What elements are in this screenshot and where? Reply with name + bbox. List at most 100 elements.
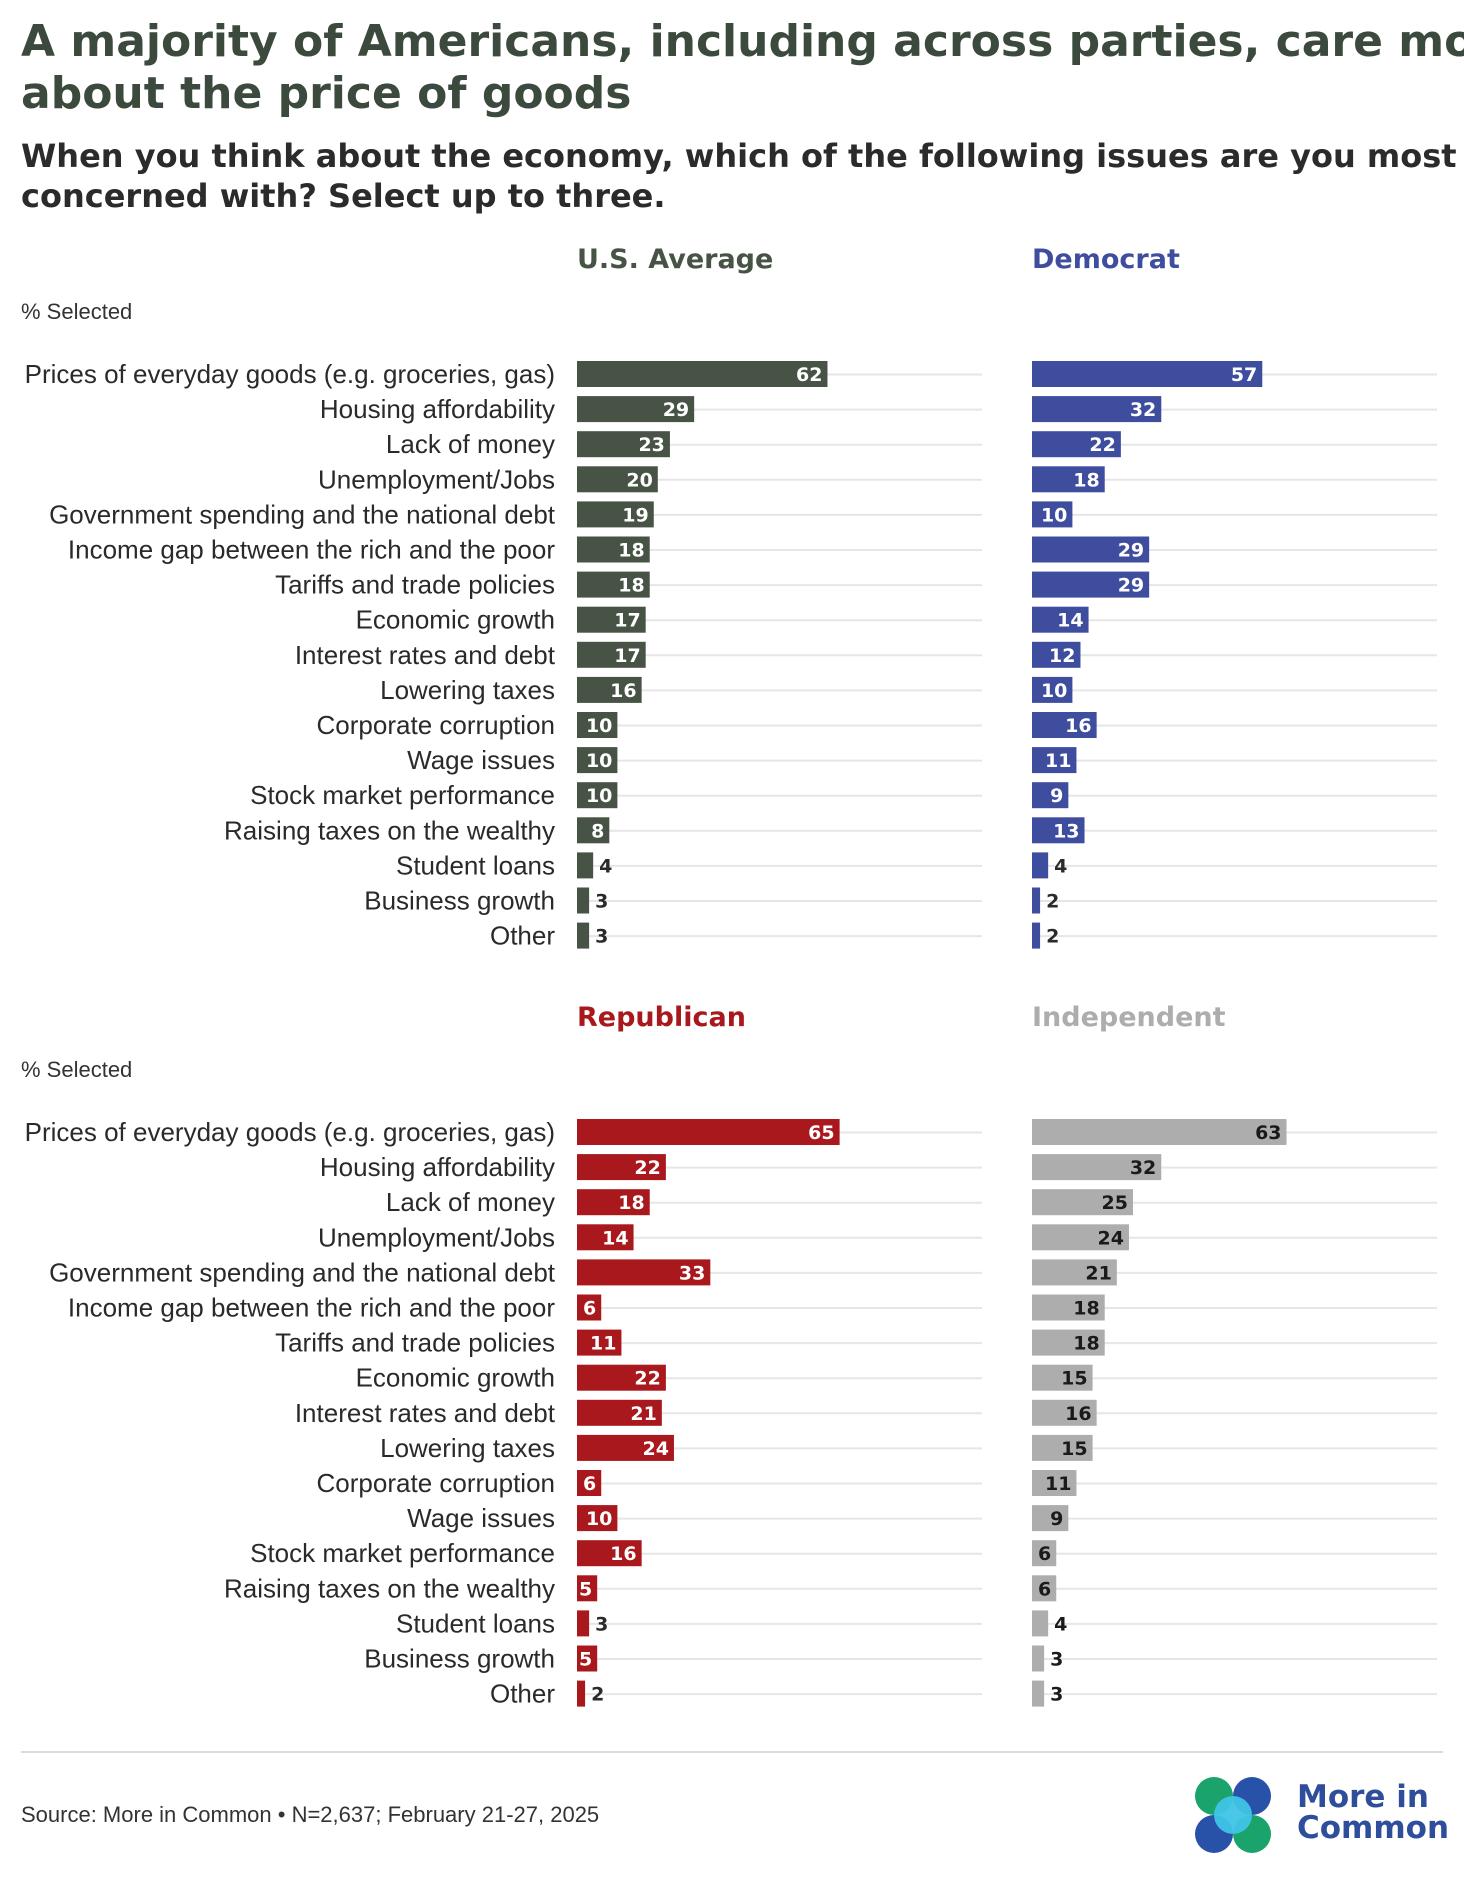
bar-democrat bbox=[1032, 676, 1073, 703]
bar-u-s-average bbox=[577, 887, 590, 914]
chart-title-line2: about the price of goods bbox=[21, 68, 631, 119]
bar-independent bbox=[1032, 1154, 1162, 1181]
category-label: Wage issues bbox=[407, 1503, 555, 1533]
value-label-u-s-average: 3 bbox=[595, 891, 608, 913]
bar-democrat bbox=[1032, 782, 1069, 809]
value-label-u-s-average: 18 bbox=[618, 540, 644, 562]
value-label-democrat: 10 bbox=[1041, 504, 1067, 526]
bar-independent bbox=[1032, 1610, 1049, 1637]
bar-democrat bbox=[1032, 606, 1089, 633]
value-label-u-s-average: 16 bbox=[610, 680, 636, 702]
bar-u-s-average bbox=[577, 536, 650, 563]
value-label-u-s-average: 29 bbox=[663, 399, 689, 421]
bar-u-s-average bbox=[577, 396, 695, 423]
category-label: Other bbox=[490, 921, 555, 951]
bar-independent bbox=[1032, 1119, 1287, 1145]
bar-u-s-average bbox=[577, 712, 618, 738]
value-label-republican: 11 bbox=[590, 1333, 616, 1355]
value-label-u-s-average: 8 bbox=[591, 820, 604, 842]
value-label-republican: 33 bbox=[679, 1262, 705, 1284]
bar-democrat bbox=[1032, 396, 1162, 423]
panel-u-s-average: U.S. Average % Selected Prices of everyday… bbox=[21, 244, 982, 951]
chart-panels: U.S. Average % Selected Prices of everyday… bbox=[21, 244, 1437, 1709]
value-label-republican: 2 bbox=[591, 1684, 604, 1706]
bar-republican bbox=[577, 1189, 650, 1216]
more-in-common-logo: More in Common bbox=[1195, 1777, 1449, 1853]
bar-republican bbox=[577, 1645, 598, 1672]
bar-republican bbox=[577, 1154, 666, 1181]
value-label-u-s-average: 62 bbox=[796, 364, 822, 386]
bar-republican bbox=[577, 1364, 666, 1391]
value-label-democrat: 32 bbox=[1130, 399, 1156, 421]
category-label: Lowering taxes bbox=[380, 1433, 555, 1463]
value-label-u-s-average: 23 bbox=[638, 434, 664, 456]
bar-democrat bbox=[1032, 641, 1081, 668]
bar-democrat bbox=[1032, 817, 1085, 844]
category-label: Unemployment/Jobs bbox=[318, 1222, 555, 1252]
value-label-republican: 18 bbox=[618, 1192, 644, 1214]
value-label-republican: 21 bbox=[630, 1403, 656, 1425]
bar-republican bbox=[577, 1610, 590, 1637]
bar-republican bbox=[577, 1329, 622, 1356]
value-label-democrat: 11 bbox=[1045, 750, 1071, 772]
value-label-u-s-average: 10 bbox=[586, 715, 612, 737]
category-label: Income gap between the rich and the poor bbox=[68, 535, 555, 565]
value-label-democrat: 57 bbox=[1231, 364, 1257, 386]
value-label-u-s-average: 19 bbox=[622, 504, 648, 526]
logo-circle-center bbox=[1214, 1796, 1252, 1834]
bar-u-s-average bbox=[577, 431, 670, 458]
value-label-u-s-average: 17 bbox=[614, 645, 640, 667]
category-label: Lack of money bbox=[386, 429, 555, 459]
bar-democrat bbox=[1032, 536, 1150, 563]
category-label: Government spending and the national deb… bbox=[49, 499, 556, 529]
value-label-democrat: 16 bbox=[1065, 715, 1091, 737]
logo-text-line1: More in bbox=[1297, 1779, 1429, 1815]
value-label-republican: 14 bbox=[602, 1227, 628, 1249]
bar-independent bbox=[1032, 1680, 1045, 1707]
value-label-independent: 3 bbox=[1050, 1649, 1063, 1671]
bar-independent bbox=[1032, 1540, 1057, 1567]
category-label: Business growth bbox=[364, 886, 555, 916]
category-label: Unemployment/Jobs bbox=[318, 464, 555, 494]
category-label: Wage issues bbox=[407, 745, 555, 775]
value-label-democrat: 14 bbox=[1057, 610, 1083, 632]
bar-republican bbox=[577, 1224, 634, 1251]
bar-independent bbox=[1032, 1189, 1133, 1216]
chart-subtitle-line1: When you think about the economy, which … bbox=[21, 137, 1457, 175]
bar-democrat bbox=[1032, 361, 1263, 387]
bar-u-s-average bbox=[577, 361, 828, 387]
bar-u-s-average bbox=[577, 782, 618, 809]
value-label-u-s-average: 4 bbox=[599, 855, 612, 877]
bar-independent bbox=[1032, 1434, 1093, 1461]
bar-u-s-average bbox=[577, 922, 590, 949]
value-label-democrat: 4 bbox=[1054, 855, 1067, 877]
bar-independent bbox=[1032, 1224, 1129, 1251]
category-label: Economic growth bbox=[356, 1363, 555, 1393]
value-label-democrat: 12 bbox=[1049, 645, 1075, 667]
value-label-republican: 6 bbox=[583, 1298, 596, 1320]
value-label-u-s-average: 17 bbox=[614, 610, 640, 632]
panel-title-democrat: Democrat bbox=[1032, 244, 1180, 275]
bar-democrat bbox=[1032, 571, 1150, 598]
category-label: Government spending and the national deb… bbox=[49, 1257, 556, 1287]
value-label-republican: 22 bbox=[634, 1368, 660, 1390]
logo-text-line2: Common bbox=[1297, 1810, 1449, 1846]
value-label-independent: 63 bbox=[1255, 1122, 1281, 1144]
value-label-republican: 5 bbox=[579, 1649, 592, 1671]
bar-democrat bbox=[1032, 431, 1121, 458]
bar-republican bbox=[577, 1399, 662, 1426]
bar-republican bbox=[577, 1505, 618, 1532]
category-label: Housing affordability bbox=[320, 1152, 555, 1182]
value-label-independent: 32 bbox=[1130, 1157, 1156, 1179]
category-label: Tariffs and trade policies bbox=[275, 570, 555, 600]
bar-republican bbox=[577, 1680, 586, 1707]
value-label-democrat: 2 bbox=[1046, 926, 1059, 948]
bar-u-s-average bbox=[577, 817, 610, 844]
category-label: Raising taxes on the wealthy bbox=[224, 815, 555, 845]
value-label-republican: 65 bbox=[808, 1122, 834, 1144]
category-label: Business growth bbox=[364, 1644, 555, 1674]
bar-u-s-average bbox=[577, 466, 658, 493]
bar-u-s-average bbox=[577, 501, 654, 528]
